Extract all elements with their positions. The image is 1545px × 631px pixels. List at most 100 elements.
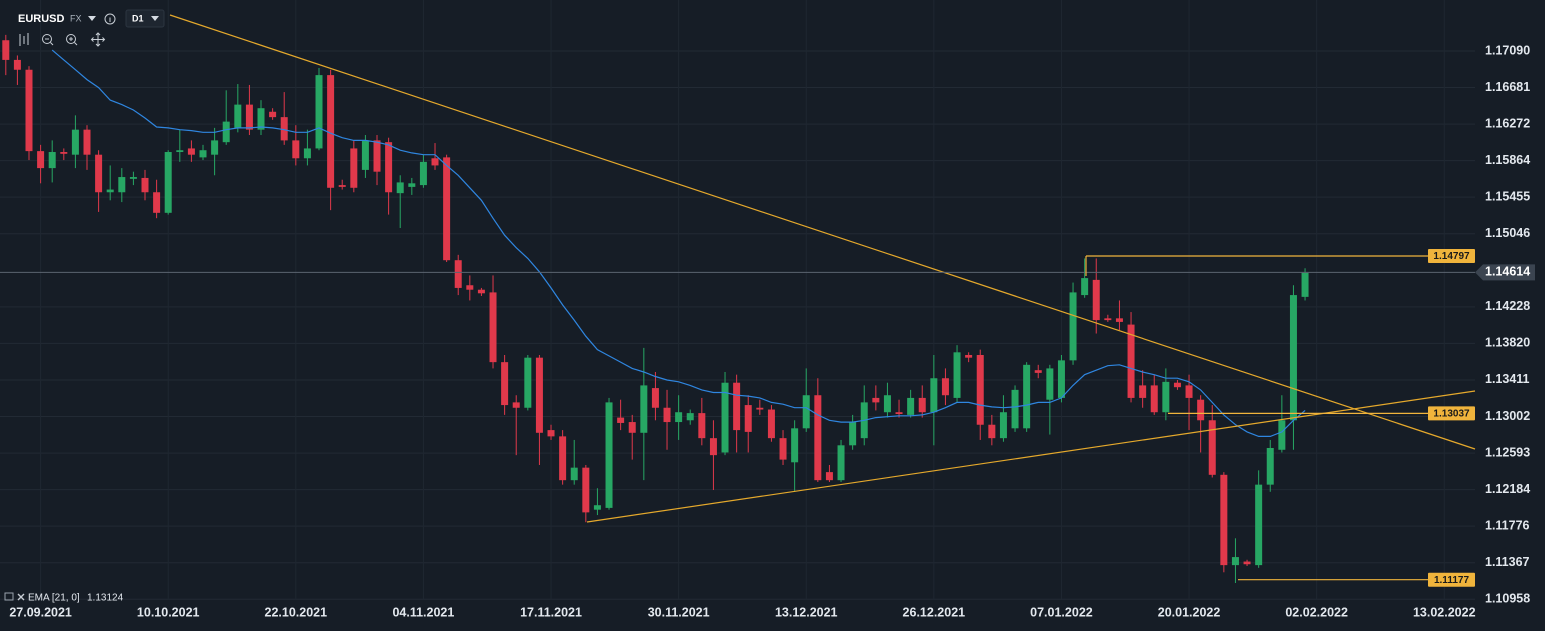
y-tick-label: 1.17090 <box>1485 43 1530 57</box>
candle-body <box>524 357 532 408</box>
candle-body <box>83 129 91 155</box>
candle-body <box>744 405 752 432</box>
grid <box>0 0 1475 600</box>
candle-body <box>1150 385 1158 413</box>
candles-tool[interactable] <box>19 33 29 46</box>
candle-body <box>176 150 184 153</box>
level-box <box>1428 572 1475 587</box>
candle-body <box>918 397 926 413</box>
candle-body <box>814 395 822 481</box>
candle-body <box>1289 295 1297 421</box>
info-icon[interactable] <box>104 13 116 25</box>
candle-body <box>95 154 103 193</box>
candle-body <box>129 177 137 179</box>
plot <box>2 34 1309 584</box>
candle-body <box>315 75 323 149</box>
x-tick-label: 02.02.2022 <box>1285 605 1348 619</box>
candle-body <box>1057 360 1065 398</box>
y-tick-label: 1.15864 <box>1485 153 1530 167</box>
y-tick-label: 1.11776 <box>1485 518 1530 532</box>
trendline[interactable] <box>169 14 1476 450</box>
candle-body <box>164 152 172 213</box>
y-tick-label: 1.12184 <box>1485 482 1530 496</box>
market: FX <box>70 13 82 23</box>
candle-body <box>1208 420 1216 475</box>
candle-body <box>779 438 787 460</box>
zoom-out-tool[interactable] <box>42 34 52 44</box>
indicator-icon[interactable] <box>4 592 14 601</box>
indicator-legend: EMA [21, 0] 1.13124 <box>4 592 124 604</box>
candle-body <box>489 292 497 363</box>
candle-body <box>48 152 56 169</box>
x-tick-label: 07.01.2022 <box>1030 605 1093 619</box>
dropdown-icon[interactable] <box>88 16 96 21</box>
candle-body <box>1034 370 1042 373</box>
y-tick-label: 1.13002 <box>1485 409 1530 423</box>
candle-body <box>1104 318 1112 321</box>
candle-body <box>988 424 996 439</box>
candle-body <box>234 104 242 128</box>
zoom-in-tool[interactable] <box>66 34 76 44</box>
candle-body <box>559 436 567 481</box>
candle-body <box>1231 557 1239 566</box>
pan-tool[interactable] <box>90 32 106 47</box>
dropdown-icon[interactable] <box>151 16 159 21</box>
x-tick-label: 26.12.2021 <box>903 605 966 619</box>
candle-body <box>153 192 161 213</box>
candle-body <box>849 422 857 446</box>
symbol[interactable]: EURUSD <box>18 13 65 25</box>
candle-body <box>837 445 845 481</box>
candle-body <box>118 177 126 193</box>
candle-body <box>535 357 543 433</box>
zoom-in-tool <box>69 37 78 46</box>
candle-body <box>547 430 555 437</box>
candle-body <box>907 397 915 415</box>
last-price-tag <box>1475 264 1535 281</box>
candle-body <box>245 104 253 130</box>
candle-body <box>1278 420 1286 450</box>
candle-body <box>106 189 114 193</box>
candle-body <box>454 260 462 288</box>
candle-body <box>1081 278 1089 296</box>
x-tick-label: 13.12.2021 <box>775 605 838 619</box>
zoom-out-tool <box>45 38 54 46</box>
level-label: 1.14797 <box>1433 251 1470 262</box>
candle-body <box>1115 318 1123 322</box>
candle-body <box>327 75 335 188</box>
candle-body <box>791 428 799 463</box>
candle-body <box>941 378 949 396</box>
candle-body <box>1139 385 1147 398</box>
timeframe-box[interactable] <box>125 9 165 28</box>
candle-body <box>1266 447 1274 485</box>
remove-indicator[interactable] <box>17 593 25 601</box>
candle-body <box>976 354 984 425</box>
level-label: 1.13037 <box>1433 409 1470 420</box>
candle-body <box>408 183 416 187</box>
candle-body <box>930 378 938 413</box>
y-tick-label: 1.13820 <box>1485 336 1530 350</box>
candle-body <box>1069 292 1077 361</box>
candle-body <box>570 467 578 481</box>
candle-body <box>280 117 288 141</box>
candle-body <box>269 111 277 118</box>
candle-body <box>1197 399 1205 421</box>
y-tick-label: 1.12593 <box>1485 445 1530 459</box>
candle-body <box>582 467 590 513</box>
y-tick-label: 1.16272 <box>1485 116 1530 130</box>
candle-body <box>199 150 207 158</box>
level-label: 1.11177 <box>1434 575 1469 586</box>
candle-body <box>373 140 381 172</box>
timeframe[interactable]: D1 <box>132 13 144 23</box>
x-tick-label: 20.01.2022 <box>1158 605 1221 619</box>
candle-body <box>13 59 21 70</box>
candle-body <box>605 402 613 508</box>
candle-body <box>675 412 683 423</box>
candle-body <box>1046 368 1054 400</box>
candle-body <box>1301 272 1309 297</box>
candle-body <box>872 397 880 403</box>
candle-body <box>825 472 833 481</box>
candle-body <box>651 388 659 408</box>
candle-body <box>141 177 149 193</box>
